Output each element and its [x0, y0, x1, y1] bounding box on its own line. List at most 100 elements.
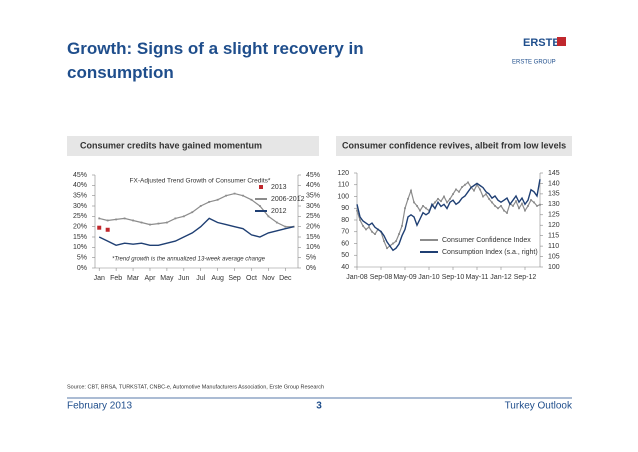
- data-point: [208, 200, 211, 203]
- data-point: [530, 199, 532, 201]
- y-tick-label: 100: [337, 193, 349, 200]
- y-tick-label: 45%: [73, 172, 87, 179]
- data-point: [527, 205, 529, 207]
- data-point: [428, 209, 430, 212]
- x-tick-label: Dec: [279, 275, 292, 282]
- y-tick-label: 50: [341, 252, 349, 259]
- data-point: [533, 201, 535, 204]
- data-point: [518, 207, 520, 210]
- data-point: [482, 195, 484, 198]
- x-tick-label: Jan-10: [418, 274, 440, 281]
- data-point: [284, 225, 287, 228]
- data-point: [225, 194, 228, 197]
- data-point: [452, 193, 454, 196]
- x-tick-label: Jun: [178, 275, 189, 282]
- data-point: [506, 212, 508, 214]
- y2-tick-label: 100: [548, 264, 560, 271]
- data-point: [199, 205, 202, 207]
- data-point: [359, 219, 361, 221]
- data-point: [365, 228, 367, 231]
- panel-title: Consumer credits have gained momentum: [80, 140, 262, 150]
- data-point: [259, 205, 261, 207]
- logo: ERSTE: [523, 37, 560, 49]
- legend-label: 2012: [271, 208, 287, 215]
- data-point: [362, 224, 364, 227]
- data-point: [512, 205, 514, 207]
- x-tick-label: Oct: [246, 275, 257, 282]
- panel-header: [67, 136, 319, 156]
- x-tick-label: Jul: [196, 275, 205, 282]
- x-tick-label: Feb: [110, 275, 122, 282]
- logo-sub: ERSTE GROUP: [512, 60, 556, 66]
- data-point: [515, 200, 517, 203]
- y2-tick-label: 35%: [306, 193, 320, 200]
- data-point: [473, 189, 475, 192]
- data-point: [106, 219, 109, 222]
- data-point: [437, 197, 439, 200]
- data-point: [398, 233, 400, 235]
- data-point: [410, 189, 412, 192]
- data-point: [383, 240, 385, 243]
- footer-title: Turkey Outlook: [505, 401, 573, 412]
- y2-tick-label: 135: [548, 191, 560, 198]
- panel-header: [336, 136, 572, 156]
- y2-tick-label: 20%: [306, 224, 320, 231]
- x-tick-label: Mar: [127, 275, 140, 282]
- data-point: [395, 240, 397, 243]
- y2-tick-label: 30%: [306, 203, 320, 210]
- y2-tick-label: 105: [548, 253, 560, 260]
- data-point: [443, 195, 445, 198]
- data-point: [536, 205, 538, 207]
- y2-tick-label: 10%: [306, 244, 320, 251]
- data-point: [115, 218, 118, 221]
- y2-tick-label: 140: [548, 180, 560, 187]
- data-point: [97, 225, 102, 230]
- data-point: [476, 183, 478, 186]
- legend-label: 2006-2012: [271, 196, 305, 203]
- y2-tick-label: 110: [548, 243, 559, 250]
- y2-tick-label: 5%: [306, 255, 316, 262]
- x-tick-label: Aug: [211, 275, 224, 282]
- y-tick-label: 25%: [73, 213, 87, 220]
- y2-tick-label: 15%: [306, 234, 320, 241]
- data-point: [461, 186, 463, 188]
- data-point: [488, 197, 490, 200]
- y-tick-label: 10%: [73, 244, 87, 251]
- slide-title: Growth: Signs of a slight recovery in con…: [67, 39, 364, 82]
- data-point: [140, 221, 143, 224]
- legend-swatch: [259, 185, 263, 189]
- y-tick-label: 90: [341, 205, 349, 212]
- y-tick-label: 120: [337, 170, 349, 177]
- data-point: [157, 222, 160, 225]
- y-tick-label: 35%: [73, 193, 87, 200]
- data-point: [401, 224, 403, 227]
- x-tick-label: Sep-12: [514, 274, 537, 281]
- y2-tick-label: 145: [548, 170, 560, 177]
- x-tick-label: Apr: [145, 275, 157, 282]
- y-tick-label: 70: [341, 229, 349, 236]
- data-point: [491, 201, 493, 204]
- data-point: [413, 201, 415, 204]
- data-point: [494, 205, 496, 207]
- logo-icon: [557, 37, 566, 46]
- data-point: [419, 209, 421, 212]
- date: February 2013: [67, 401, 132, 412]
- data-point: [425, 207, 427, 210]
- data-point: [368, 226, 370, 228]
- y2-tick-label: 0%: [306, 265, 316, 272]
- data-point: [392, 242, 394, 245]
- x-tick-label: Nov: [262, 275, 275, 282]
- data-point: [123, 217, 126, 220]
- data-point: [500, 205, 502, 207]
- y-tick-label: 40: [341, 264, 349, 271]
- y2-tick-label: 125: [548, 212, 560, 219]
- data-point: [479, 188, 481, 191]
- data-point: [233, 192, 236, 195]
- data-point: [386, 247, 388, 250]
- data-point: [242, 194, 244, 197]
- data-point: [174, 217, 177, 220]
- panel-title: Consumer confidence revives, albeit from…: [342, 140, 566, 150]
- legend-label: 2013: [271, 184, 287, 191]
